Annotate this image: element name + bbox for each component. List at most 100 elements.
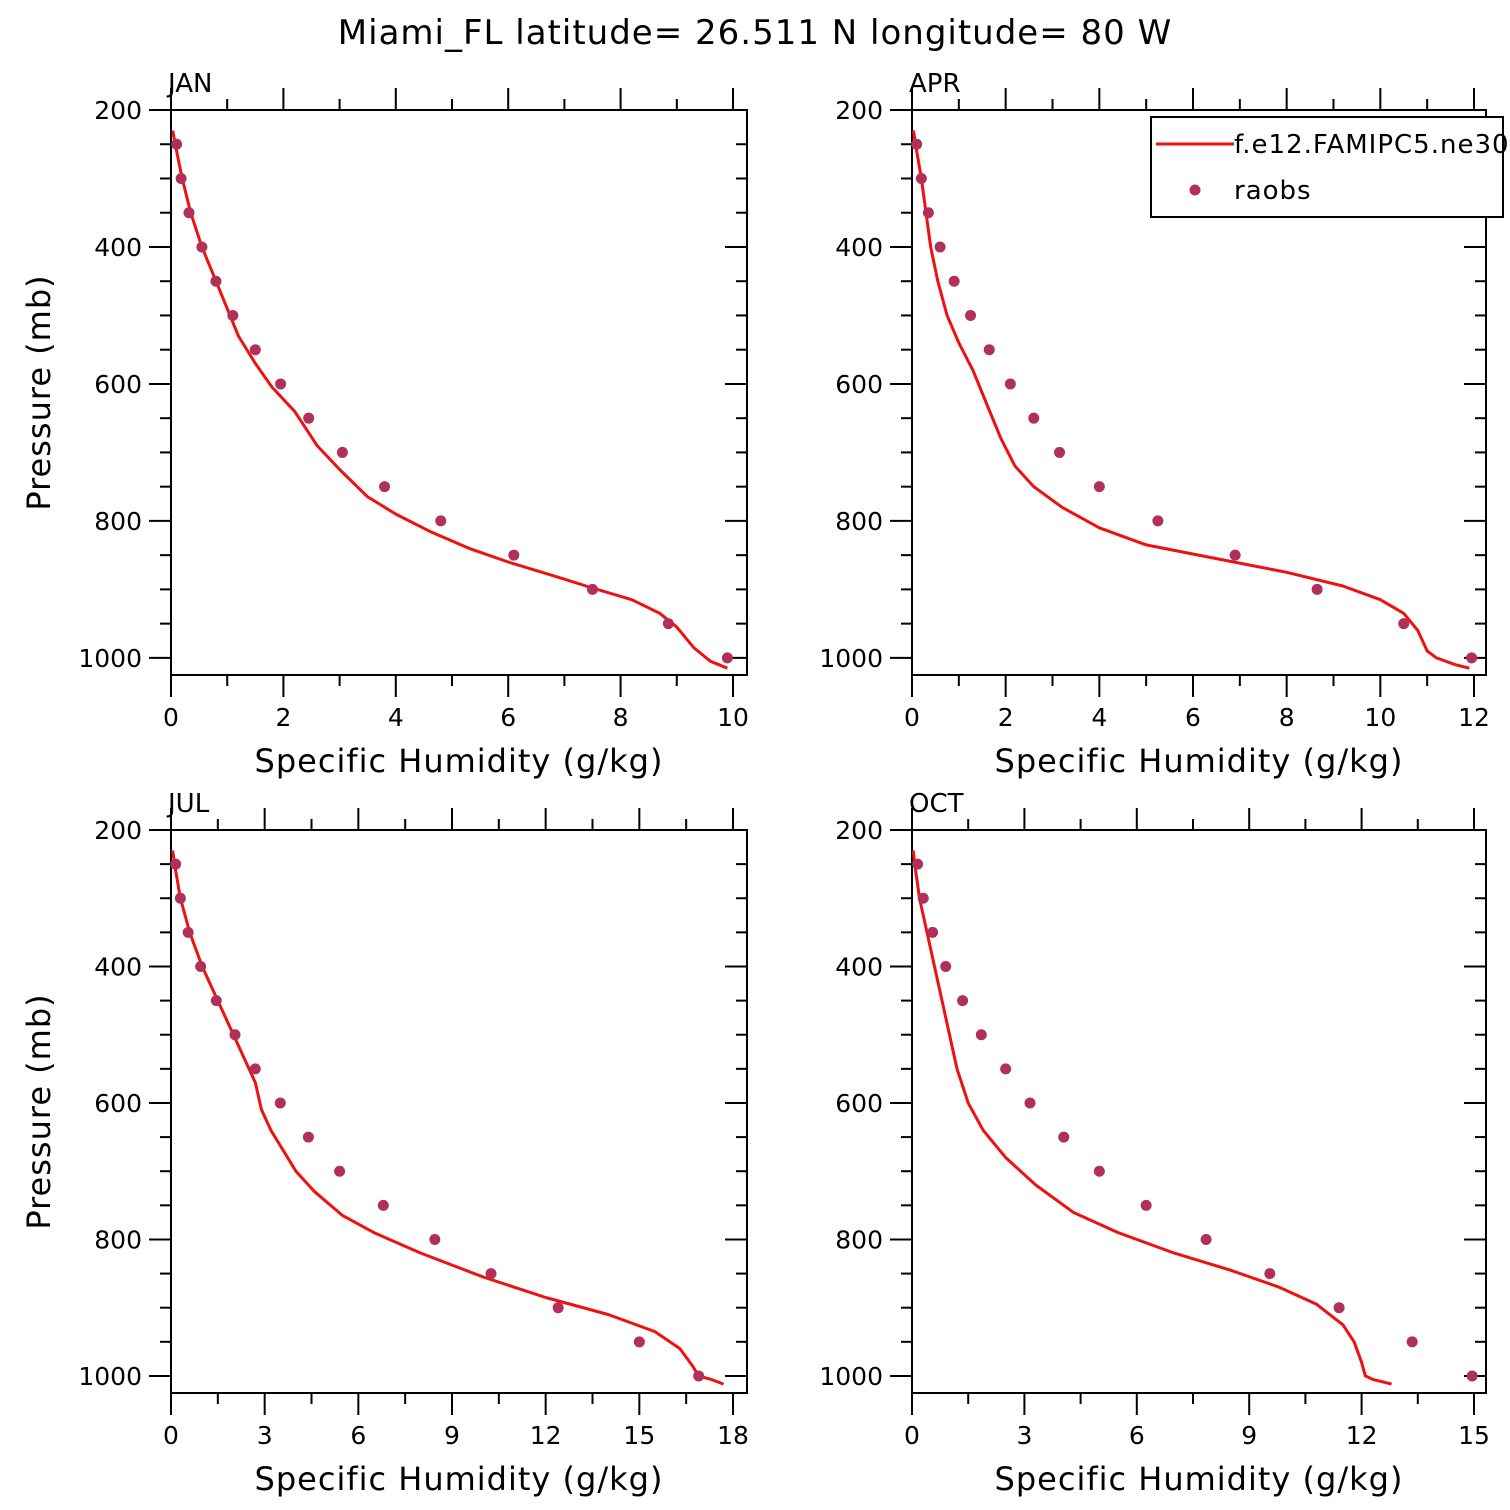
raobs-point <box>1311 583 1323 595</box>
x-tick-label: 4 <box>1091 703 1107 732</box>
x-axis-label: Specific Humidity (g/kg) <box>255 1460 664 1498</box>
raobs-point <box>210 995 222 1007</box>
raobs-point <box>1398 618 1410 630</box>
panel-title: OCT <box>909 789 964 819</box>
raobs-point <box>175 172 187 184</box>
raobs-point <box>912 858 924 870</box>
x-tick-label: 3 <box>1016 1421 1032 1450</box>
raobs-point <box>171 138 183 150</box>
raobs-point <box>508 549 520 561</box>
raobs-point <box>210 275 222 287</box>
raobs-point <box>633 1336 645 1348</box>
x-tick-label: 10 <box>717 703 749 732</box>
x-axis-label: Specific Humidity (g/kg) <box>995 1460 1404 1498</box>
y-tick-label: 200 <box>835 96 883 125</box>
raobs-point <box>915 172 927 184</box>
raobs-point <box>195 960 207 972</box>
y-tick-label: 1000 <box>78 644 142 673</box>
raobs-point <box>934 241 946 253</box>
raobs-point <box>552 1302 564 1314</box>
x-tick-label: 0 <box>163 703 179 732</box>
raobs-point <box>1200 1233 1212 1245</box>
y-tick-label: 1000 <box>819 644 883 673</box>
x-tick-label: 9 <box>1241 1421 1257 1450</box>
y-tick-label: 400 <box>94 952 142 981</box>
y-tick-label: 400 <box>835 952 883 981</box>
y-tick-label: 600 <box>835 370 883 399</box>
plot-frame <box>911 109 1487 676</box>
panel-oct: OCT 200 400 600 800 1000 0 3 6 9 12 15 Specific Humi… <box>819 789 1490 1498</box>
x-tick-label: 9 <box>444 1421 460 1450</box>
raobs-point <box>662 618 674 630</box>
raobs-point <box>922 207 934 219</box>
y-tick-label: 400 <box>835 233 883 262</box>
x-tick-label: 8 <box>613 703 629 732</box>
raobs-point <box>957 995 969 1007</box>
raobs-point <box>275 378 287 390</box>
x-tick-label: 15 <box>1458 1421 1490 1450</box>
y-tick-label: 1000 <box>819 1362 883 1391</box>
x-tick-label: 6 <box>350 1421 366 1450</box>
panel-jul: JUL 200 400 600 800 1000 0 3 6 9 12 15 18 Specific Hu… <box>20 789 749 1498</box>
panel-title: JUL <box>166 789 210 819</box>
y-tick-label: 200 <box>835 816 883 845</box>
plot-frame <box>170 829 748 1394</box>
raobs-point <box>183 207 195 219</box>
raobs-point <box>170 858 182 870</box>
raobs-point <box>693 1370 705 1382</box>
raobs-point <box>975 1029 987 1041</box>
raobs-point <box>1000 1063 1012 1075</box>
y-tick-label: 600 <box>835 1089 883 1118</box>
x-tick-label: 12 <box>1346 1421 1378 1450</box>
x-tick-label: 4 <box>388 703 404 732</box>
raobs-point <box>302 1131 314 1143</box>
raobs-point <box>983 344 995 356</box>
raobs-point <box>940 960 952 972</box>
legend-model-label: f.e12.FAMIPC5.ne30 <box>1234 130 1510 160</box>
panel-title: JAN <box>166 69 212 99</box>
raobs-point <box>1264 1268 1276 1280</box>
legend-box <box>1150 116 1504 218</box>
raobs-point <box>911 138 923 150</box>
raobs-point <box>1152 515 1164 527</box>
raobs-point <box>1406 1336 1418 1348</box>
y-tick-label: 800 <box>835 507 883 536</box>
x-tick-label: 10 <box>1364 703 1396 732</box>
x-tick-label: 15 <box>623 1421 655 1450</box>
y-tick-label: 400 <box>94 233 142 262</box>
x-tick-label: 2 <box>275 703 291 732</box>
raobs-point <box>1093 1165 1105 1177</box>
raobs-point <box>1024 1097 1036 1109</box>
raobs-point <box>721 652 733 664</box>
raobs-point <box>1466 1370 1478 1382</box>
x-tick-label: 18 <box>717 1421 749 1450</box>
raobs-point <box>336 446 348 458</box>
raobs-point <box>229 1029 241 1041</box>
y-tick-label: 200 <box>94 816 142 845</box>
x-tick-label: 12 <box>1458 703 1490 732</box>
raobs-point <box>274 1097 286 1109</box>
y-tick-label: 600 <box>94 1089 142 1118</box>
x-tick-label: 6 <box>1129 1421 1145 1450</box>
x-tick-label: 0 <box>904 703 920 732</box>
raobs-point <box>182 926 194 938</box>
model-line <box>911 130 1470 670</box>
x-tick-label: 0 <box>163 1421 179 1450</box>
panel-apr: APR 200 400 600 800 1000 0 2 4 6 8 10 12 Specific Hum… <box>819 69 1490 780</box>
model-line <box>911 850 1392 1386</box>
x-axis-label: Specific Humidity (g/kg) <box>995 742 1404 780</box>
x-axis-label: Specific Humidity (g/kg) <box>255 742 664 780</box>
raobs-point <box>249 344 261 356</box>
plot-frame <box>170 109 748 676</box>
panel-title: APR <box>909 69 961 99</box>
y-tick-label: 800 <box>835 1225 883 1254</box>
raobs-point <box>1004 378 1016 390</box>
y-tick-label: 1000 <box>78 1362 142 1391</box>
raobs-point <box>334 1165 346 1177</box>
raobs-point <box>249 1063 261 1075</box>
raobs-point <box>227 309 239 321</box>
y-tick-label: 800 <box>94 1225 142 1254</box>
raobs-point <box>1058 1131 1070 1143</box>
raobs-point <box>196 241 208 253</box>
legend-raobs-label: raobs <box>1234 176 1312 206</box>
